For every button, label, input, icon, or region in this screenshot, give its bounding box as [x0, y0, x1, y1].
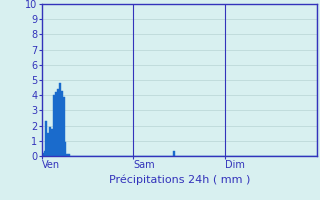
Bar	[42, 153, 44, 156]
Bar	[63, 97, 65, 156]
Bar	[51, 129, 53, 156]
Bar	[61, 91, 63, 156]
Bar	[45, 121, 47, 156]
Bar	[44, 151, 45, 156]
X-axis label: Précipitations 24h ( mm ): Précipitations 24h ( mm )	[108, 174, 250, 185]
Bar	[49, 127, 51, 156]
Bar	[173, 151, 175, 156]
Bar	[57, 89, 59, 156]
Bar	[65, 142, 67, 156]
Bar	[53, 95, 55, 156]
Bar	[68, 154, 70, 156]
Bar	[55, 92, 57, 156]
Bar	[47, 133, 49, 156]
Bar	[67, 154, 68, 156]
Bar	[59, 83, 61, 156]
